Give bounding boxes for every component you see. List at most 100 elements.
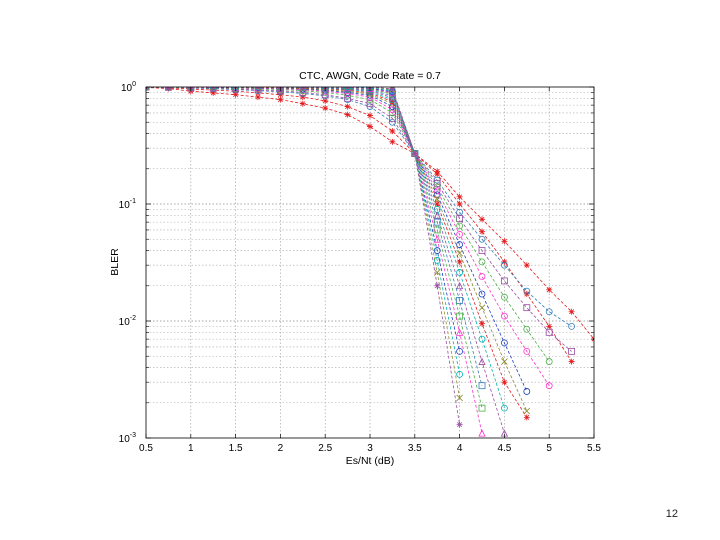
data-point — [545, 328, 553, 336]
x-tick-label: 1.5 — [229, 443, 243, 454]
series-18 — [146, 87, 463, 428]
x-tick-label: 5 — [546, 443, 552, 454]
data-point — [568, 347, 575, 355]
y-tick-label: 10-1 — [119, 198, 136, 211]
data-point — [389, 138, 396, 145]
data-point — [456, 394, 463, 402]
data-point — [478, 247, 486, 254]
data-point — [456, 421, 463, 428]
data-point — [478, 335, 486, 343]
data-point — [433, 218, 441, 226]
data-point — [411, 150, 418, 157]
data-point — [433, 235, 441, 243]
data-point — [523, 262, 530, 269]
chart-title: CTC, AWGN, Code Rate = 0.7 — [299, 70, 441, 82]
data-point — [389, 128, 396, 135]
data-point — [456, 241, 464, 248]
data-point — [433, 183, 441, 191]
series-line — [146, 87, 572, 352]
data-point — [546, 323, 553, 330]
data-point — [501, 379, 508, 386]
data-point — [478, 273, 486, 280]
data-point — [500, 404, 508, 412]
series-layer — [146, 87, 594, 437]
data-point — [500, 293, 508, 301]
data-point — [322, 97, 329, 104]
data-point — [523, 325, 531, 333]
x-tick-label: 4 — [457, 443, 463, 454]
data-point — [478, 382, 486, 390]
data-point — [523, 388, 531, 395]
data-point — [434, 201, 441, 207]
data-point — [433, 247, 441, 254]
data-point — [456, 249, 463, 257]
data-point — [523, 414, 530, 421]
series-line — [146, 87, 572, 362]
data-point — [456, 230, 464, 238]
data-point — [434, 282, 441, 289]
data-point — [456, 222, 464, 230]
x-tick-label: 0.5 — [139, 443, 153, 454]
series-line — [146, 87, 528, 418]
data-point — [568, 322, 575, 330]
data-point — [433, 211, 441, 219]
data-point — [456, 193, 463, 200]
data-point — [456, 312, 464, 320]
data-point — [479, 320, 485, 327]
x-axis-label: Es/Nt (dB) — [346, 455, 394, 467]
data-point — [456, 296, 464, 304]
data-point — [545, 308, 553, 316]
data-point — [389, 98, 396, 105]
data-point — [389, 87, 396, 92]
x-tick-label: 3.5 — [408, 443, 422, 454]
data-point — [456, 269, 464, 276]
data-point — [523, 407, 531, 415]
data-point — [433, 191, 441, 199]
data-point — [456, 258, 463, 265]
data-point — [434, 171, 441, 178]
y-tick-label: 100 — [121, 81, 136, 94]
data-point — [478, 304, 486, 311]
data-point — [478, 235, 486, 243]
data-point — [456, 201, 463, 207]
x-tick-label: 3 — [367, 443, 373, 454]
y-tick-label: 10-2 — [119, 315, 136, 328]
data-point — [479, 216, 485, 223]
x-tick-label: 1 — [188, 443, 194, 454]
series-line — [146, 87, 483, 386]
data-point — [344, 103, 351, 110]
data-point — [546, 286, 553, 293]
data-point — [478, 404, 486, 412]
x-tick-label: 2 — [278, 443, 284, 454]
data-point — [255, 94, 261, 101]
data-point — [344, 111, 351, 118]
data-point — [479, 228, 485, 235]
data-point — [433, 256, 441, 264]
data-point — [523, 304, 531, 312]
data-point — [478, 429, 486, 437]
x-tick-label: 5.5 — [587, 443, 601, 454]
x-tick-label: 2.5 — [318, 443, 332, 454]
series-line — [146, 87, 483, 434]
data-point — [366, 96, 374, 104]
data-point — [523, 287, 531, 295]
data-point — [299, 100, 306, 107]
data-point — [456, 215, 464, 223]
series-line — [146, 87, 460, 425]
series-clip-group — [146, 87, 594, 437]
data-point — [388, 118, 396, 126]
data-point — [500, 312, 508, 320]
data-point — [500, 277, 508, 285]
data-point — [501, 358, 508, 365]
data-point — [433, 187, 441, 195]
data-point — [545, 382, 553, 390]
data-point — [322, 105, 329, 112]
series-line — [146, 87, 528, 412]
data-point — [500, 339, 508, 347]
data-point — [232, 91, 239, 98]
data-point — [343, 87, 352, 91]
data-point — [455, 281, 464, 290]
data-point — [478, 290, 486, 298]
